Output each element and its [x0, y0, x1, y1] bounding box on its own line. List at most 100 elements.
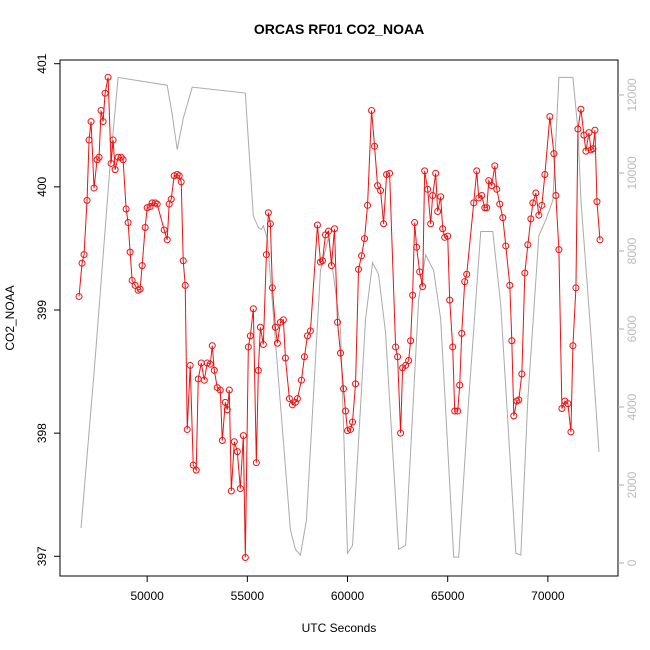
data-point: [499, 214, 507, 222]
data-point: [424, 185, 432, 193]
data-point: [585, 129, 593, 137]
data-point: [574, 125, 582, 133]
data-point: [126, 248, 134, 256]
x-axis-label: UTC Seconds: [302, 621, 377, 635]
data-point: [148, 199, 156, 207]
data-point: [333, 318, 341, 326]
data-point: [506, 281, 514, 289]
data-point: [236, 485, 244, 493]
data-point: [192, 466, 200, 474]
data-point: [593, 198, 601, 206]
data-point: [78, 259, 86, 267]
data-point: [318, 257, 326, 265]
data-point: [538, 201, 546, 209]
data-point: [502, 242, 510, 250]
data-point: [281, 354, 289, 362]
data-point: [386, 169, 394, 177]
data-point: [496, 200, 504, 208]
data-point: [364, 201, 372, 209]
data-point: [327, 262, 335, 270]
data-point: [488, 182, 496, 190]
data-point: [402, 361, 410, 369]
data-point: [200, 376, 208, 384]
data-point: [485, 177, 493, 185]
data-point: [552, 191, 560, 199]
x-tick-label: 70000: [531, 589, 565, 603]
data-point: [138, 262, 146, 270]
data-point: [324, 227, 332, 235]
data-point: [337, 349, 345, 357]
data-point: [407, 337, 415, 345]
data-point: [80, 251, 88, 259]
data-point: [141, 223, 149, 231]
y2-tick-label: 0: [625, 559, 639, 566]
data-point: [230, 438, 238, 446]
data-point: [550, 150, 558, 158]
data-point: [122, 205, 130, 213]
data-point: [518, 370, 526, 378]
data-point: [306, 327, 314, 335]
data-point: [101, 89, 109, 97]
y-axis-label: CO2_NOAA: [3, 285, 17, 350]
data-point: [591, 126, 599, 134]
data-point: [146, 203, 154, 211]
data-point: [589, 145, 597, 153]
data-point: [300, 353, 308, 361]
data-point: [411, 219, 419, 227]
data-point: [413, 243, 421, 251]
data-point: [555, 246, 563, 254]
data-point: [397, 429, 405, 437]
x-tick-label: 65000: [431, 589, 465, 603]
y-tick-label: 400: [35, 177, 49, 197]
data-point: [262, 251, 270, 259]
data-point: [374, 182, 382, 190]
data-point: [541, 171, 549, 179]
data-point: [90, 184, 98, 192]
data-point: [256, 323, 264, 331]
data-point: [186, 361, 194, 369]
data-point: [340, 385, 348, 393]
data-point: [225, 386, 233, 394]
data-point: [434, 207, 442, 215]
data-point: [271, 323, 279, 331]
data-point: [461, 278, 469, 286]
data-point: [104, 73, 112, 81]
data-point: [596, 236, 604, 244]
data-point: [368, 106, 376, 114]
data-point: [177, 178, 185, 186]
data-point: [416, 268, 424, 276]
data-point: [136, 285, 144, 293]
y-tick-label: 399: [35, 300, 49, 320]
data-point: [421, 167, 429, 175]
data-point: [210, 366, 218, 374]
y2-tick-label: 6000: [625, 315, 639, 342]
data-point: [352, 380, 360, 388]
data-point: [427, 220, 435, 228]
data-point: [454, 407, 462, 415]
data-point: [95, 153, 103, 161]
data-point: [221, 398, 229, 406]
data-point: [273, 339, 281, 347]
data-point: [97, 106, 105, 114]
data-point: [582, 147, 590, 155]
data-point: [510, 412, 518, 420]
data-point: [218, 437, 226, 445]
data-point: [456, 381, 464, 389]
data-point: [481, 204, 489, 212]
data-point: [254, 366, 262, 374]
data-point: [546, 113, 554, 121]
data-point: [409, 291, 417, 299]
data-point: [241, 554, 249, 562]
data-point: [279, 316, 287, 324]
y-tick-label: 398: [35, 423, 49, 443]
data-point: [532, 189, 540, 197]
data-point: [470, 199, 478, 207]
data-point: [439, 225, 447, 233]
data-point: [527, 215, 535, 223]
data-point: [119, 156, 127, 164]
data-point: [529, 199, 537, 207]
data-point: [463, 270, 471, 278]
data-point: [189, 461, 197, 469]
data-point: [451, 407, 459, 415]
data-point: [564, 400, 572, 408]
